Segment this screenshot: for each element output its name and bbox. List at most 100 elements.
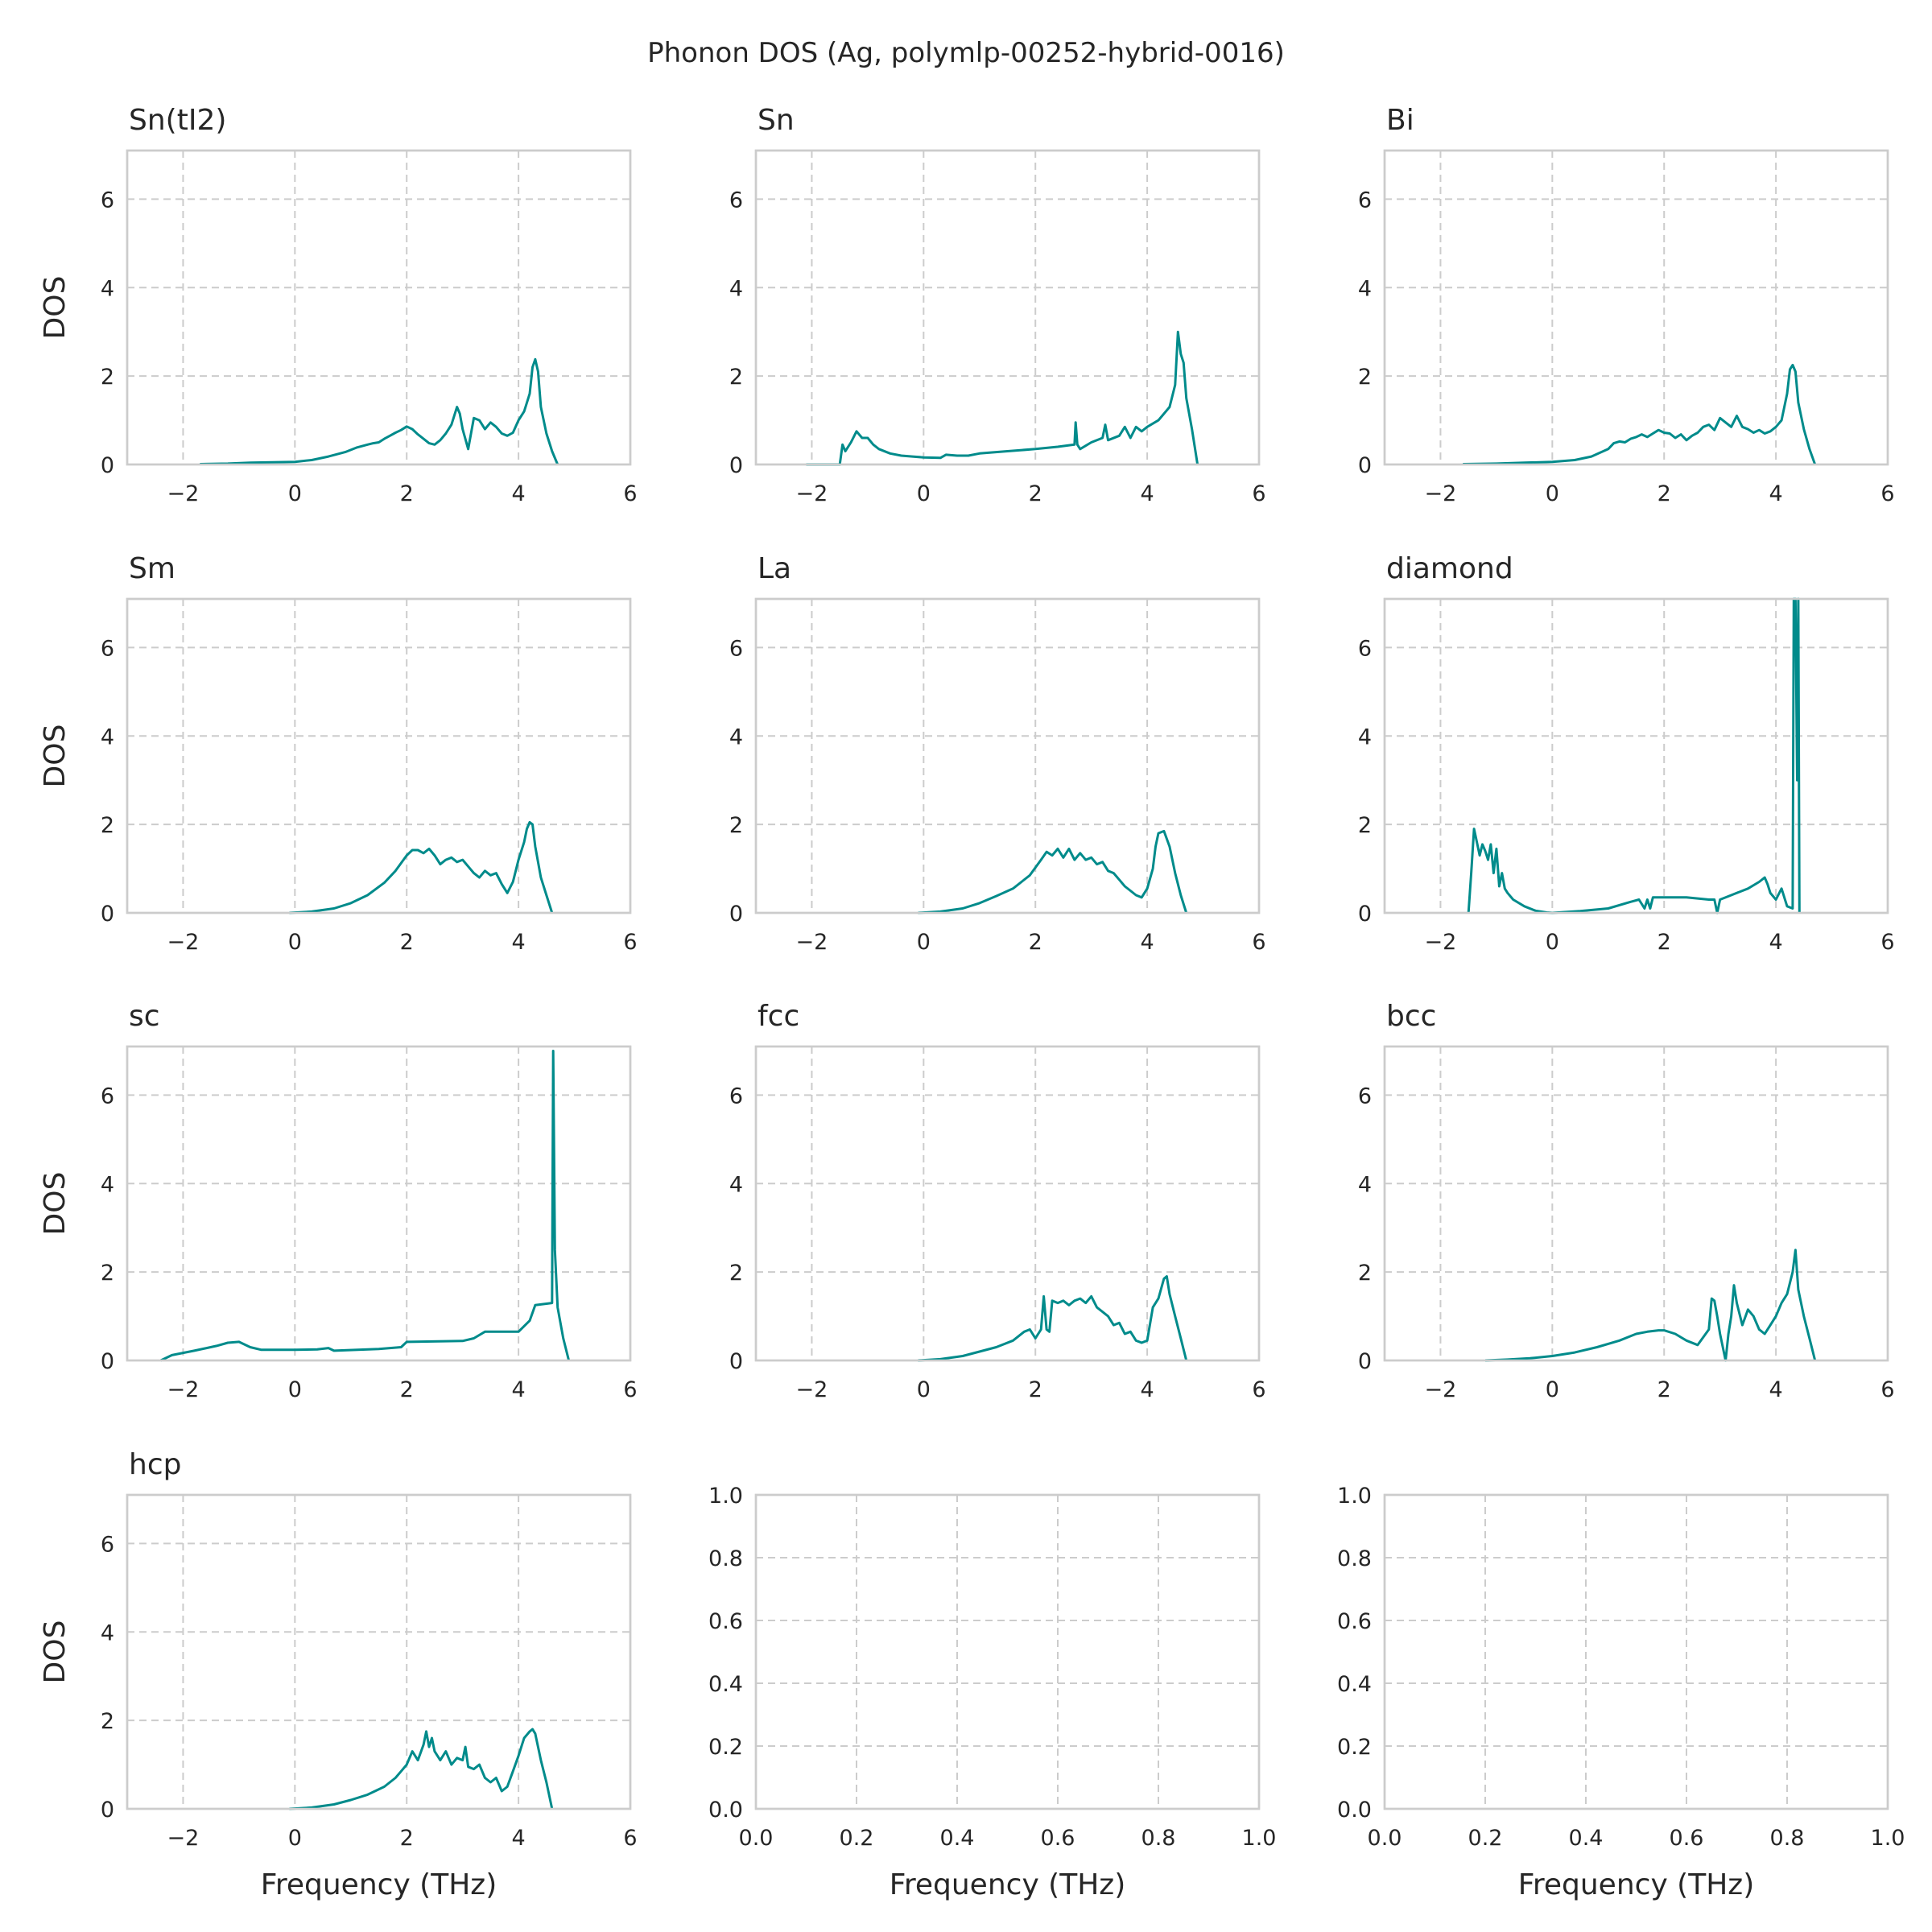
- x-tick-label: 0.0: [739, 1826, 774, 1851]
- x-tick-label: 0.2: [1468, 1826, 1503, 1851]
- y-tick-label: 2: [729, 813, 743, 838]
- x-tick-label: 2: [1657, 1377, 1671, 1402]
- plot-frame: [126, 597, 632, 914]
- x-tick-label: 0: [288, 1826, 302, 1851]
- plot-area: [754, 597, 1261, 914]
- panel-title: fcc: [758, 1000, 799, 1033]
- y-axis-label: DOS: [39, 1620, 72, 1684]
- x-tick-label: 0.6: [1041, 1826, 1075, 1851]
- x-tick-label: 4: [1769, 481, 1783, 506]
- panel-title: bcc: [1386, 1000, 1436, 1033]
- dos-panel: −2 0 2 4 6 0 2 4 6 hcp DOS Frequency (THz): [39, 1448, 638, 1901]
- y-tick-label: 6: [101, 636, 114, 661]
- y-tick-label: 0.6: [1337, 1609, 1372, 1634]
- y-tick-label: 2: [101, 1709, 114, 1734]
- x-axis-label: Frequency (THz): [261, 1868, 497, 1901]
- plot-frame: [754, 597, 1261, 914]
- y-tick-label: 4: [1358, 276, 1372, 301]
- x-tick-label: 6: [1880, 1377, 1894, 1402]
- x-tick-label: 0.6: [1670, 1826, 1704, 1851]
- dos-series-line: [918, 829, 1188, 914]
- dos-panel: −2 0 2 4 6 0 2 4 6 bcc: [1358, 1000, 1895, 1402]
- plot-area: [126, 149, 632, 466]
- y-tick-label: 0: [729, 453, 743, 478]
- x-tick-label: 2: [1029, 481, 1042, 506]
- y-tick-label: 6: [729, 636, 743, 661]
- y-tick-label: 0: [101, 453, 114, 478]
- y-tick-label: 2: [729, 365, 743, 390]
- figure-suptitle: Phonon DOS (Ag, polymlp-00252-hybrid-001…: [647, 37, 1285, 69]
- x-tick-label: 6: [1880, 930, 1894, 955]
- plot-area: [126, 1493, 632, 1810]
- y-tick-label: 0.0: [708, 1798, 743, 1823]
- y-tick-label: 0: [101, 1349, 114, 1374]
- y-tick-label: 6: [1358, 1084, 1372, 1108]
- y-tick-label: 2: [729, 1261, 743, 1286]
- y-tick-label: 1.0: [1337, 1484, 1372, 1509]
- y-tick-label: 0: [1358, 453, 1372, 478]
- panel-grid: −2 0 2 4 6 0 2 4 6 Sn(tI2) DOS −2 0 2 4 6 0 2 4 6 Sn −2 0 2 4 6 0 2…: [39, 104, 1905, 1901]
- x-tick-label: 0: [917, 930, 931, 955]
- dos-series-line: [289, 820, 554, 914]
- y-tick-label: 4: [101, 724, 114, 749]
- y-tick-label: 0.4: [708, 1672, 743, 1697]
- y-tick-label: 6: [1358, 188, 1372, 213]
- x-tick-label: 2: [1657, 481, 1671, 506]
- plot-area: [126, 597, 632, 914]
- x-tick-label: −2: [796, 1377, 828, 1402]
- plot-area: [754, 1493, 1261, 1810]
- dos-panel: −2 0 2 4 6 0 2 4 6 La: [729, 552, 1266, 955]
- x-tick-label: 4: [512, 1826, 526, 1851]
- y-tick-label: 4: [101, 276, 114, 301]
- y-tick-label: 4: [729, 276, 743, 301]
- plot-frame: [754, 1045, 1261, 1362]
- x-tick-label: 0: [917, 481, 931, 506]
- dos-panel: −2 0 2 4 6 0 2 4 6 Bi: [1358, 104, 1895, 506]
- y-tick-label: 6: [729, 1084, 743, 1108]
- y-tick-label: 4: [1358, 1172, 1372, 1197]
- plot-frame: [1383, 1493, 1889, 1810]
- dos-panel: −2 0 2 4 6 0 2 4 6 fcc: [729, 1000, 1266, 1402]
- y-tick-label: 0.4: [1337, 1672, 1372, 1697]
- dos-panel: −2 0 2 4 6 0 2 4 6 Sn(tI2) DOS: [39, 104, 638, 506]
- x-tick-label: 4: [1769, 1377, 1783, 1402]
- dos-panel: 0.0 0.2 0.4 0.6 0.8 1.0 0.0 0.2 0.4 0.6 0.8 1.0 Freq…: [708, 1484, 1276, 1901]
- y-tick-label: 1.0: [708, 1484, 743, 1509]
- x-tick-label: 0.8: [1141, 1826, 1176, 1851]
- x-axis-label: Frequency (THz): [1518, 1868, 1754, 1901]
- x-tick-label: 4: [512, 481, 526, 506]
- dos-series-line: [918, 1275, 1188, 1362]
- x-tick-label: 0: [917, 1377, 931, 1402]
- x-tick-label: 0: [288, 481, 302, 506]
- y-tick-label: 0.0: [1337, 1798, 1372, 1823]
- plot-frame: [126, 149, 632, 466]
- y-tick-label: 0: [1358, 902, 1372, 927]
- plot-area: [1383, 149, 1889, 466]
- y-axis-label: DOS: [39, 1172, 72, 1236]
- plot-area: [126, 1045, 632, 1362]
- panel-title: diamond: [1386, 552, 1513, 585]
- plot-area: [754, 149, 1261, 466]
- x-tick-label: 2: [400, 481, 414, 506]
- x-tick-label: 6: [1880, 481, 1894, 506]
- x-tick-label: −2: [1425, 930, 1457, 955]
- y-tick-label: 0.2: [708, 1735, 743, 1760]
- x-tick-label: −2: [167, 1377, 200, 1402]
- dos-panel: −2 0 2 4 6 0 2 4 6 Sn: [729, 104, 1266, 506]
- y-tick-label: 4: [729, 724, 743, 749]
- y-tick-label: 2: [101, 813, 114, 838]
- x-tick-label: 2: [1029, 930, 1042, 955]
- y-tick-label: 0.8: [1337, 1546, 1372, 1571]
- x-tick-label: 0.4: [940, 1826, 975, 1851]
- dos-panel: 0.0 0.2 0.4 0.6 0.8 1.0 0.0 0.2 0.4 0.6 0.8 1.0 Freq…: [1337, 1484, 1905, 1901]
- panel-title: La: [758, 552, 791, 585]
- y-tick-label: 0: [729, 1349, 743, 1374]
- y-tick-label: 2: [101, 1261, 114, 1286]
- y-tick-label: 2: [101, 365, 114, 390]
- x-tick-label: 0: [288, 930, 302, 955]
- x-tick-label: 6: [1252, 481, 1265, 506]
- panel-title: Sn(tI2): [129, 104, 226, 137]
- x-tick-label: 2: [1657, 930, 1671, 955]
- dos-series-line: [160, 1050, 571, 1362]
